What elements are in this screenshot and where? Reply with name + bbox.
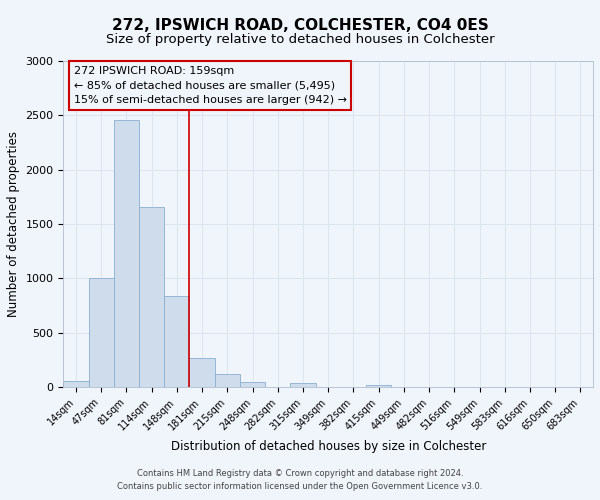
Text: Size of property relative to detached houses in Colchester: Size of property relative to detached ho… [106,32,494,46]
Text: Contains HM Land Registry data © Crown copyright and database right 2024.
Contai: Contains HM Land Registry data © Crown c… [118,470,482,491]
Text: 272, IPSWICH ROAD, COLCHESTER, CO4 0ES: 272, IPSWICH ROAD, COLCHESTER, CO4 0ES [112,18,488,32]
Bar [139,206,164,387]
Bar [215,374,240,387]
Bar [164,296,190,387]
Bar [64,381,89,387]
Bar [366,385,391,387]
Bar [190,358,215,387]
Bar [290,384,316,387]
Bar [240,382,265,387]
X-axis label: Distribution of detached houses by size in Colchester: Distribution of detached houses by size … [170,440,486,453]
Bar [265,386,290,387]
Bar [89,278,114,387]
Text: 272 IPSWICH ROAD: 159sqm
← 85% of detached houses are smaller (5,495)
15% of sem: 272 IPSWICH ROAD: 159sqm ← 85% of detach… [74,66,347,106]
Bar [114,120,139,387]
Y-axis label: Number of detached properties: Number of detached properties [7,131,20,317]
